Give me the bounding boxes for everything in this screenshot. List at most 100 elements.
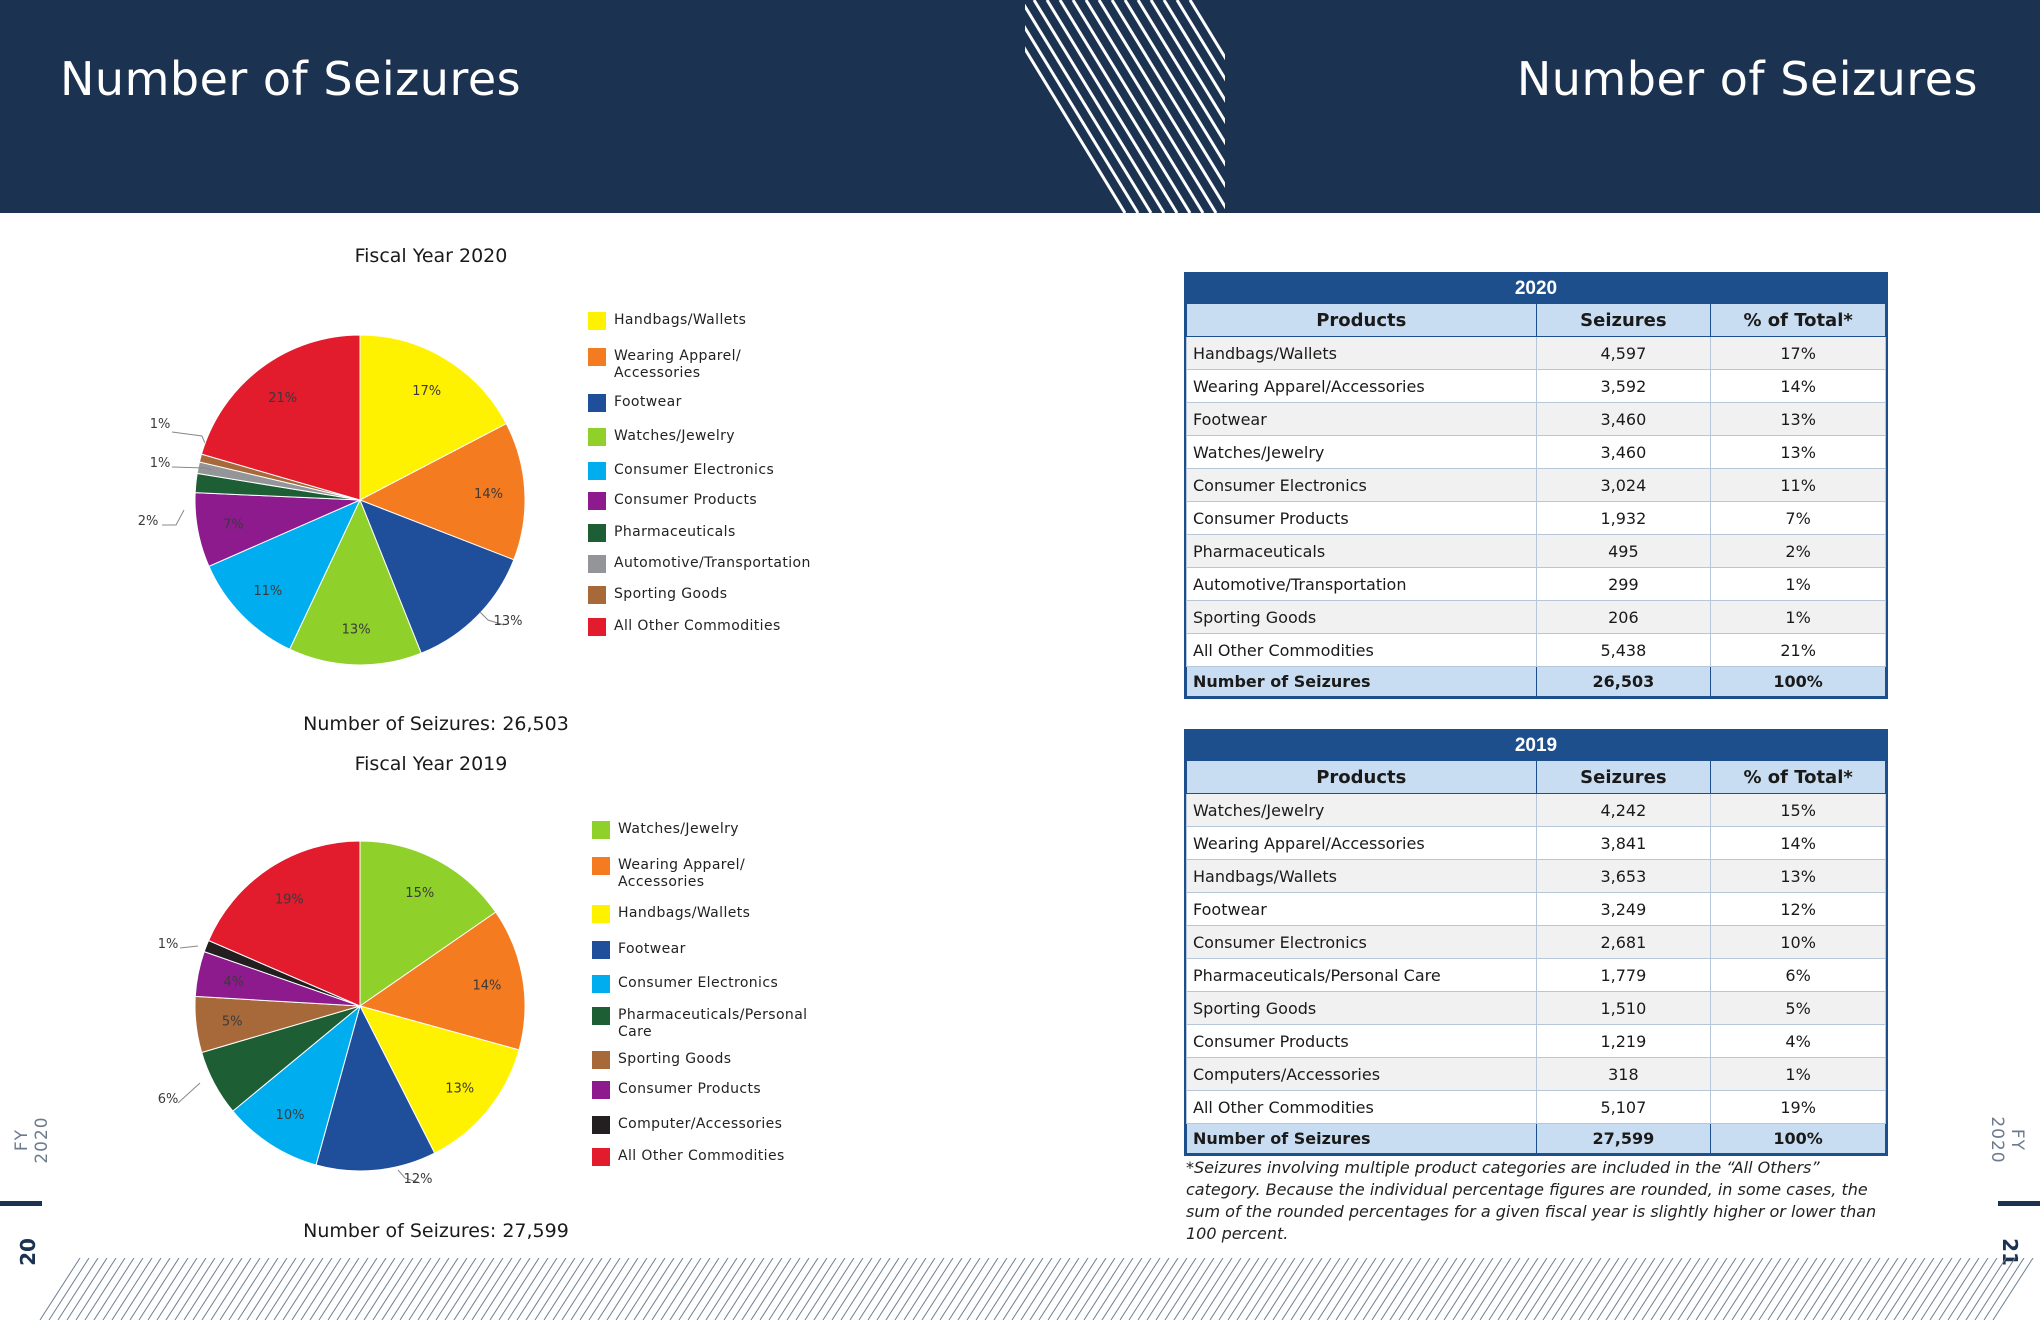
footnote: *Seizures involving multiple product cat… [1186, 1158, 1877, 1243]
table-cell: Automotive/Transportation [1186, 567, 1537, 601]
pie-slice-wearing-apparel-accessories [358, 911, 526, 1051]
legend-swatch [588, 462, 606, 480]
legend-2020: Handbags/Wallets Wearing Apparel/ Accesso… [588, 312, 828, 642]
legend-swatch [592, 975, 610, 993]
legend-swatch [592, 1116, 610, 1134]
column-header: Products [1186, 303, 1537, 337]
table-cell: 1% [1710, 600, 1886, 634]
leader-line [479, 611, 505, 626]
pie-slice-watches-jewelry [359, 840, 497, 1007]
legend-swatch [588, 394, 606, 412]
table-cell: Wearing Apparel/Accessories [1186, 369, 1537, 403]
legend-label: Pharmaceuticals/Personal Care [618, 1007, 808, 1040]
slice-label: 12% [404, 1172, 433, 1187]
leader-line [179, 945, 199, 949]
table-row: Sporting Goods 1,510 5% [1186, 991, 1886, 1025]
legend-label: Pharmaceuticals [614, 524, 736, 540]
table-cell: 3,024 [1535, 468, 1712, 502]
table-cell: 4,242 [1535, 793, 1712, 827]
column-header: Seizures [1535, 760, 1712, 794]
pie-chart-2019: 15% 14% 13% 12% 10% 6% 5% 4% 1% 19% [158, 840, 526, 1187]
table-cell: Footwear [1186, 402, 1537, 436]
table-row: All Other Commodities 5,107 19% [1186, 1090, 1886, 1124]
table-cell: 3,841 [1535, 826, 1712, 860]
side-divider-left [0, 1201, 42, 1206]
table-title: 2020 [1186, 274, 1886, 303]
table-cell: Computers/Accessories [1186, 1057, 1537, 1091]
legend-label: Consumer Products [614, 492, 758, 508]
table-cell: 5% [1710, 991, 1886, 1025]
table-cell: 100% [1710, 1123, 1886, 1154]
table-cell: Number of Seizures [1186, 1123, 1537, 1154]
table-cell: 17% [1710, 336, 1886, 370]
table-row: Pharmaceuticals/Personal Care 1,779 6% [1186, 958, 1886, 992]
table-cell: Sporting Goods [1186, 991, 1537, 1025]
table-cell: 1% [1710, 1057, 1886, 1091]
table-row: Sporting Goods 206 1% [1186, 600, 1886, 634]
table-cell: All Other Commodities [1186, 1090, 1537, 1124]
legend-swatch [588, 312, 606, 330]
table-row: Footwear 3,460 13% [1186, 402, 1886, 436]
legend-label: Handbags/Wallets [614, 312, 747, 328]
slice-label: 11% [253, 584, 282, 599]
legend-swatch [592, 941, 610, 959]
slice-label: 21% [268, 391, 297, 406]
table-cell: Consumer Electronics [1186, 925, 1537, 959]
slice-label: 19% [275, 892, 304, 907]
legend-label: Computer/Accessories [618, 1116, 783, 1132]
table-cell: 318 [1535, 1057, 1712, 1091]
table-row: All Other Commodities 5,438 21% [1186, 633, 1886, 667]
table-cell: 495 [1535, 534, 1712, 568]
table-cell: 4% [1710, 1024, 1886, 1058]
page-title-left: Number of Seizures [60, 52, 522, 106]
table-cell: 1,510 [1535, 991, 1712, 1025]
table-cell: 3,249 [1535, 892, 1712, 926]
legend-swatch [592, 1051, 610, 1069]
table-cell: Handbags/Wallets [1186, 336, 1537, 370]
slice-label: 4% [223, 975, 244, 990]
table-cell: Watches/Jewelry [1186, 435, 1537, 469]
column-header: Seizures [1535, 303, 1712, 337]
table-cell: 15% [1710, 793, 1886, 827]
slice-label: 1% [158, 937, 179, 952]
legend-swatch [588, 524, 606, 542]
legend-label: Handbags/Wallets [618, 905, 751, 921]
table-cell: 14% [1710, 369, 1886, 403]
pie-slice-handbags-wallets [359, 334, 507, 501]
slice-label: 1% [150, 456, 171, 471]
side-label-left: FY 2020 [12, 1116, 52, 1164]
table-row: Wearing Apparel/Accessories 3,841 14% [1186, 826, 1886, 860]
pie-slice-handbags-wallets [359, 1005, 520, 1154]
column-header: Products [1186, 760, 1537, 794]
table-cell: Consumer Products [1186, 1024, 1537, 1058]
legend-swatch [592, 1081, 610, 1099]
table-row: Handbags/Wallets 4,597 17% [1186, 336, 1886, 370]
table-row: Handbags/Wallets 3,653 13% [1186, 859, 1886, 893]
pie-slice-footwear [315, 1004, 436, 1172]
pie-slice-watches-jewelry [288, 498, 422, 666]
legend-swatch [588, 586, 606, 604]
table-row: Pharmaceuticals 495 2% [1186, 534, 1886, 568]
pie-chart-2020: 17% 14% 13% 13% 11% 7% 2% 1% 1% 21% [138, 334, 526, 666]
legend-swatch [588, 348, 606, 366]
table-cell: 3,653 [1535, 859, 1712, 893]
slice-label: 14% [472, 979, 501, 994]
legend-swatch [592, 857, 610, 875]
slice-label: 17% [412, 384, 441, 399]
legend-label: Sporting Goods [618, 1051, 732, 1067]
table-row: Computers/Accessories 318 1% [1186, 1057, 1886, 1091]
table-cell: Sporting Goods [1186, 600, 1537, 634]
table-cell: Wearing Apparel/Accessories [1186, 826, 1537, 860]
table-cell: 1,932 [1535, 501, 1712, 535]
table-row: Watches/Jewelry 3,460 13% [1186, 435, 1886, 469]
side-divider-right [1998, 1201, 2040, 1206]
table-row: Footwear 3,249 12% [1186, 892, 1886, 926]
legend-label: Sporting Goods [614, 586, 728, 602]
table-cell: All Other Commodities [1186, 633, 1537, 667]
table-cell: 5,438 [1535, 633, 1712, 667]
table-cell: 21% [1710, 633, 1886, 667]
table-cell: 1,219 [1535, 1024, 1712, 1058]
pie-slice-all-other-commodities [207, 840, 361, 1007]
legend-label: Consumer Electronics [614, 462, 775, 478]
leader-line [162, 509, 185, 526]
